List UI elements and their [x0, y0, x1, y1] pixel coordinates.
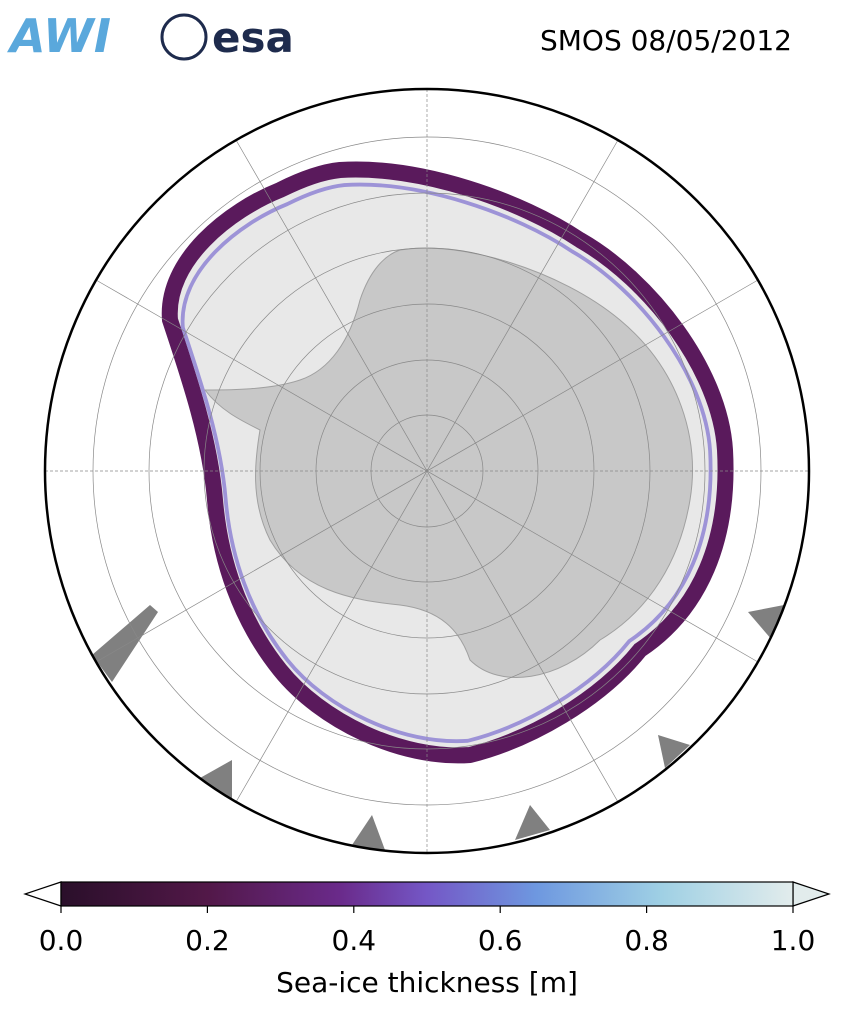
antarctica — [203, 247, 693, 678]
map — [45, 89, 809, 853]
colorbar-tick-label: 1.0 — [771, 924, 816, 957]
colorbar-scale — [60, 881, 794, 907]
colorbar-label: Sea-ice thickness [m] — [276, 966, 578, 999]
land-patches — [92, 605, 784, 850]
colorbar-tick-label: 0.8 — [624, 924, 669, 957]
esa-emblem — [160, 13, 208, 61]
esa-logo: esa — [212, 13, 294, 62]
awi-logo: AWI — [7, 9, 111, 63]
colorbar-tick-label: 0.2 — [185, 924, 230, 957]
map-title: SMOS 08/05/2012 — [540, 24, 792, 57]
colorbar-tick-label: 0.0 — [39, 924, 84, 957]
colorbar-tick-label: 0.4 — [332, 924, 377, 957]
colorbar: Sea-ice thickness [m] 0.0 0.2 0.4 0.6 0.8 1.0 — [23, 881, 831, 999]
graticule — [45, 89, 809, 853]
colorbar-extend-high — [792, 881, 831, 907]
colorbar-tick-label: 0.6 — [478, 924, 523, 957]
sea-ice-edge — [180, 182, 713, 744]
colorbar-extend-low — [23, 881, 62, 907]
map-frame — [43, 87, 811, 855]
